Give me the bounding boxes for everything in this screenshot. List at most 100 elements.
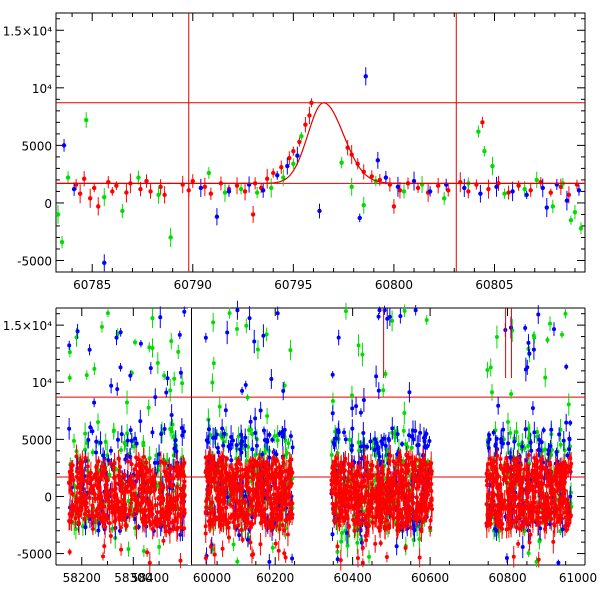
data-point (269, 185, 274, 191)
data-point (254, 501, 259, 506)
data-point (355, 540, 360, 545)
data-point (147, 511, 152, 516)
data-point (242, 501, 247, 506)
data-point (119, 448, 124, 453)
data-point (144, 178, 149, 184)
data-point (83, 431, 88, 436)
data-point (274, 523, 279, 528)
data-point (257, 456, 262, 461)
data-point (290, 470, 295, 475)
data-point (371, 496, 376, 501)
data-point (116, 499, 121, 504)
data-point (67, 343, 72, 348)
data-point (368, 439, 373, 444)
data-point (162, 427, 167, 432)
data-point (386, 470, 391, 475)
data-point (129, 438, 134, 443)
data-point (71, 186, 77, 192)
data-point (146, 405, 151, 410)
data-point (250, 522, 255, 527)
data-point (248, 419, 253, 424)
data-point (267, 432, 272, 437)
data-point (116, 509, 121, 514)
data-point (90, 526, 95, 531)
data-point (343, 309, 348, 314)
data-point (425, 444, 430, 449)
data-point (143, 498, 148, 503)
data-point (96, 505, 101, 510)
data-point (401, 189, 407, 194)
data-point (236, 458, 241, 463)
data-point (127, 512, 132, 517)
data-point (259, 509, 264, 514)
data-point (335, 451, 340, 456)
data-point (226, 189, 232, 194)
data-point (124, 190, 129, 195)
data-point (145, 479, 150, 484)
data-point (168, 235, 173, 240)
data-point (132, 444, 137, 449)
data-point (524, 192, 529, 198)
data-point (534, 177, 539, 183)
data-point (229, 514, 234, 519)
data-point (381, 472, 386, 477)
data-point (78, 460, 83, 465)
data-point (173, 468, 178, 473)
data-point (84, 373, 89, 378)
data-point (333, 436, 338, 441)
data-point (136, 175, 141, 180)
data-point (411, 484, 416, 489)
data-point (249, 553, 254, 558)
y-tick-label: -5000 (17, 254, 52, 268)
data-point (383, 443, 388, 448)
data-point (386, 458, 391, 463)
data-point (335, 549, 340, 554)
x-tick-label: 60400 (334, 571, 372, 585)
data-point (169, 339, 174, 344)
x-tick-label: 60800 (488, 571, 526, 585)
data-point (179, 470, 184, 475)
data-point (75, 485, 80, 490)
data-point (240, 388, 245, 393)
data-point (462, 185, 467, 191)
data-point (103, 493, 108, 498)
data-point (558, 184, 564, 190)
data-point (214, 214, 220, 219)
data-point (82, 495, 87, 500)
data-point (162, 373, 167, 378)
data-point (103, 525, 108, 530)
x-tick-label: 58200 (63, 571, 101, 585)
data-point (136, 457, 141, 462)
data-point (231, 542, 236, 547)
data-point (217, 496, 222, 501)
data-point (223, 517, 228, 522)
data-point (98, 440, 103, 445)
data-point (75, 506, 80, 511)
data-point (387, 525, 392, 530)
data-point (141, 443, 146, 448)
data-point (146, 486, 151, 491)
data-point (335, 557, 340, 562)
data-point (442, 196, 447, 201)
data-point (86, 509, 91, 514)
data-point (287, 155, 292, 161)
data-point (110, 189, 115, 194)
data-point (427, 466, 432, 471)
data-point (222, 431, 227, 436)
data-point (239, 527, 244, 532)
data-point (466, 189, 471, 194)
data-point (282, 551, 287, 556)
data-point (223, 492, 228, 497)
data-point (283, 452, 288, 457)
data-point (208, 544, 213, 549)
data-point (229, 458, 234, 463)
data-point (148, 366, 153, 371)
data-point (427, 189, 433, 194)
data-point (287, 466, 292, 471)
data-point (122, 518, 127, 523)
data-point (209, 462, 214, 467)
data-point (176, 349, 181, 354)
data-point (254, 494, 259, 499)
data-point (120, 208, 125, 214)
